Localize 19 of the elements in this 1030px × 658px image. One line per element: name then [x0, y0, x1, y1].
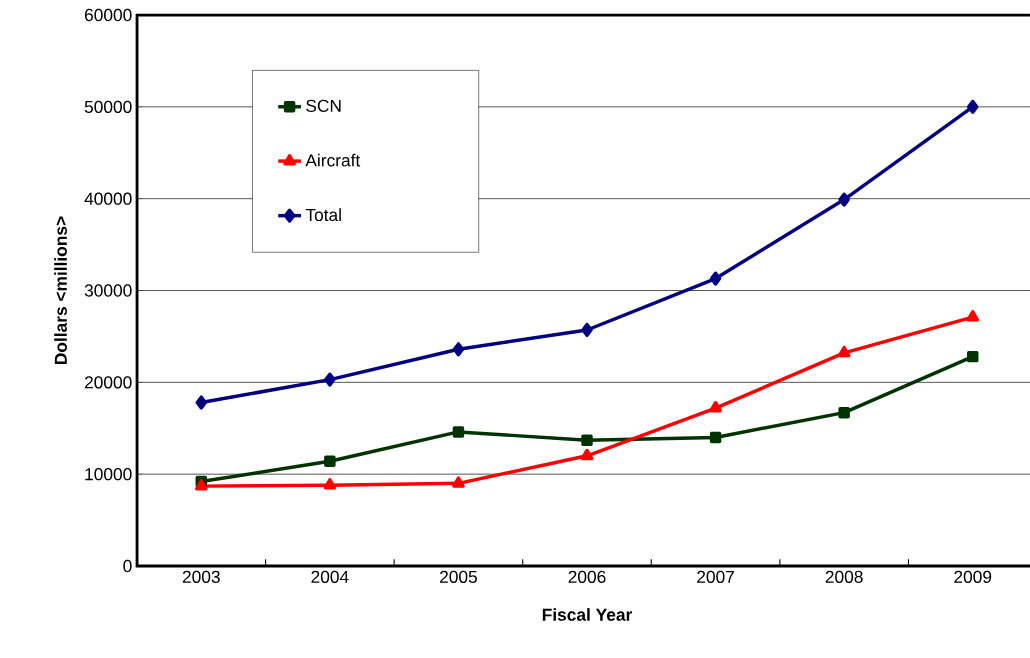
- x-tick-label: 2009: [954, 570, 992, 583]
- x-tick-label: 2003: [182, 570, 220, 583]
- legend-label: Aircraft: [305, 153, 361, 167]
- y-tick-label: 40000: [84, 192, 132, 205]
- y-tick-label: 20000: [84, 376, 132, 389]
- y-tick-label: 10000: [85, 468, 132, 481]
- x-axis-title: Fiscal Year: [542, 608, 633, 621]
- x-tick-label: 2004: [311, 570, 349, 583]
- y-tick-label: 30000: [84, 284, 132, 297]
- legend-label: SCN: [306, 99, 341, 112]
- y-tick-label: 0: [123, 559, 132, 573]
- x-tick-label: 2008: [825, 570, 863, 583]
- legend-label: Total: [305, 208, 341, 222]
- y-axis-title: Dollars <millions>: [54, 216, 67, 365]
- x-tick-label: 2005: [440, 570, 477, 583]
- x-tick-label: 2006: [568, 570, 606, 583]
- y-tick-label: 60000: [84, 8, 132, 22]
- y-tick-label: 50000: [84, 100, 132, 113]
- x-tick-label: 2007: [697, 570, 734, 583]
